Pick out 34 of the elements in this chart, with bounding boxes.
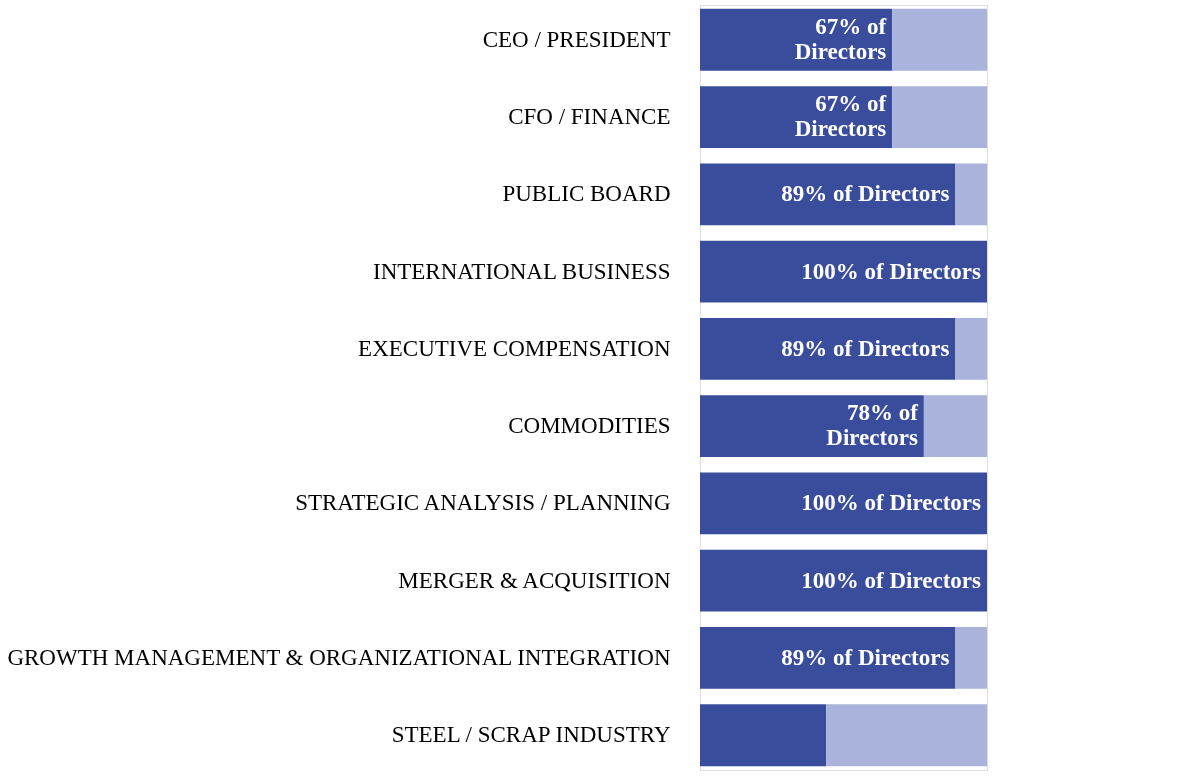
y-tick-label: INTERNATIONAL BUSINESS [372, 258, 671, 284]
bar [700, 627, 956, 689]
bar [700, 317, 956, 380]
bar [700, 240, 987, 303]
bar [700, 395, 924, 458]
data-label: 67% of Directors [794, 91, 887, 142]
data-label: 100% of Directors [801, 490, 982, 516]
data-label: 89% of Directors [781, 335, 950, 361]
bar [892, 8, 987, 71]
y-tick-label: CEO / PRESIDENT [482, 26, 671, 52]
y-tick-label: CFO / FINANCE [508, 104, 671, 130]
y-tick-label: STRATEGIC ANALYSIS / PLANNING [295, 490, 671, 516]
y-tick-label: PUBLIC BOARD [502, 181, 671, 207]
data-label: 78% of Directors [826, 400, 919, 451]
bar [955, 163, 987, 226]
bar [700, 163, 956, 226]
bar [700, 704, 827, 767]
y-tick-label: MERGER & ACQUISITION [398, 567, 671, 593]
bar [955, 317, 987, 380]
data-label: 100% of Directors [801, 258, 982, 284]
bar [923, 395, 987, 458]
y-tick-label: COMMODITIES [508, 413, 671, 439]
bar [700, 472, 987, 535]
data-label: 89% of Directors [781, 644, 950, 670]
data-label: 100% of Directors [801, 567, 982, 593]
data-label: 67% of Directors [794, 13, 887, 64]
y-tick-label: STEEL / SCRAP INDUSTRY [391, 722, 671, 748]
bar [892, 86, 987, 148]
y-tick-label: GROWTH MANAGEMENT & ORGANIZATIONAL INTEGRATION [7, 644, 671, 670]
bar [955, 627, 987, 689]
bar [826, 704, 987, 767]
bar [700, 549, 987, 612]
data-label: 89% of Directors [781, 181, 950, 207]
y-tick-label: EXECUTIVE COMPENSATION [358, 335, 671, 361]
